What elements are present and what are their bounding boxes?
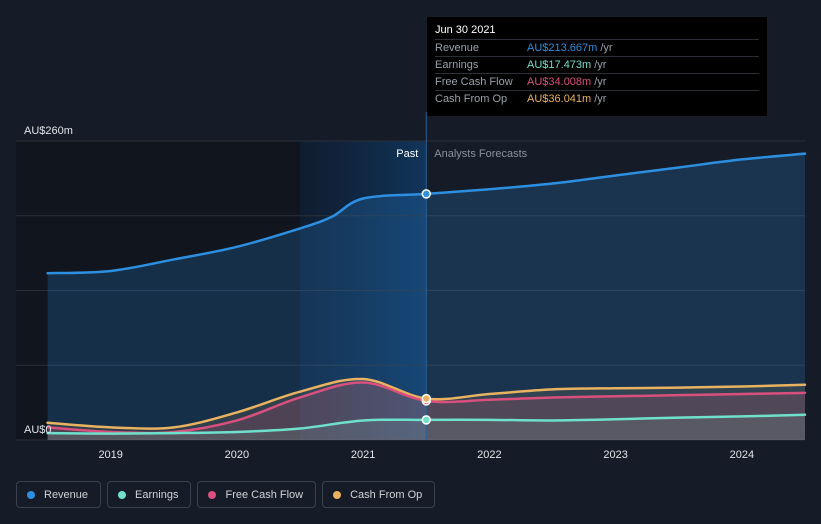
revenue-line xyxy=(46,152,807,275)
cash-from-op-marker xyxy=(421,393,432,404)
dot-icon xyxy=(333,490,342,499)
tooltip-value: AU$36.041m xyxy=(527,93,592,105)
tooltip-row-earnings: Earnings AU$17.473m /yr xyxy=(435,56,759,73)
tooltip-value: AU$213.667m xyxy=(527,42,598,54)
x-tick-label: 2021 xyxy=(351,449,375,461)
legend-label: Free Cash Flow xyxy=(225,488,304,501)
revenue-marker xyxy=(421,189,432,199)
tooltip-row-revenue: Revenue AU$213.667m /yr xyxy=(435,39,759,56)
legend-label: Revenue xyxy=(44,488,89,501)
legend-label: Earnings xyxy=(135,488,179,501)
tooltip-label: Cash From Op xyxy=(435,93,508,105)
legend-item-free-cash-flow[interactable]: Free Cash Flow xyxy=(197,481,317,508)
forecast-label: Analysts Forecasts xyxy=(434,148,527,160)
x-tick-label: 2019 xyxy=(98,449,122,461)
tooltip-unit: /yr xyxy=(594,59,607,71)
grid-lines xyxy=(16,140,805,441)
legend-item-earnings[interactable]: Earnings xyxy=(107,481,192,508)
dot-icon xyxy=(208,490,217,499)
y-tick-label: AU$260m xyxy=(24,125,73,137)
tooltip-unit: /yr xyxy=(600,42,613,54)
y-tick-label: AU$0 xyxy=(24,424,52,436)
tooltip-unit: /yr xyxy=(594,76,607,88)
chart-canvas: AU$260m AU$0 2019 2020 2021 2022 2023 2024 Pas… xyxy=(16,112,807,461)
tooltip-row-free-cash-flow: Free Cash Flow AU$34.008m /yr xyxy=(435,73,759,90)
legend-item-cash-from-op[interactable]: Cash From Op xyxy=(322,481,436,508)
tooltip: Jun 30 2021 Revenue AU$213.667m /yr Earn… xyxy=(427,17,767,116)
tooltip-label: Earnings xyxy=(435,59,479,71)
earnings-marker xyxy=(421,415,432,425)
tooltip-date: Jun 30 2021 xyxy=(435,24,496,36)
x-tick-label: 2024 xyxy=(730,449,754,461)
dot-icon xyxy=(118,490,127,499)
x-tick-label: 2023 xyxy=(603,449,627,461)
legend: Revenue Earnings Free Cash Flow Cash Fro… xyxy=(16,481,436,508)
legend-label: Cash From Op xyxy=(350,488,423,501)
x-tick-label: 2022 xyxy=(477,449,501,461)
tooltip-label: Revenue xyxy=(435,42,480,54)
tooltip-row-cash-from-op: Cash From Op AU$36.041m /yr xyxy=(435,90,759,107)
tooltip-markers xyxy=(421,189,432,425)
tooltip-label: Free Cash Flow xyxy=(435,76,513,88)
y-axis-labels: AU$260m AU$0 xyxy=(24,125,73,436)
tooltip-value: AU$34.008m xyxy=(527,76,592,88)
past-label: Past xyxy=(396,148,418,160)
x-axis-labels: 2019 2020 2021 2022 2023 2024 xyxy=(98,449,754,461)
legend-item-revenue[interactable]: Revenue xyxy=(16,481,102,508)
dot-icon xyxy=(27,490,35,499)
tooltip-value: AU$17.473m xyxy=(527,59,592,71)
x-tick-label: 2020 xyxy=(225,449,249,461)
tooltip-unit: /yr xyxy=(594,93,607,105)
